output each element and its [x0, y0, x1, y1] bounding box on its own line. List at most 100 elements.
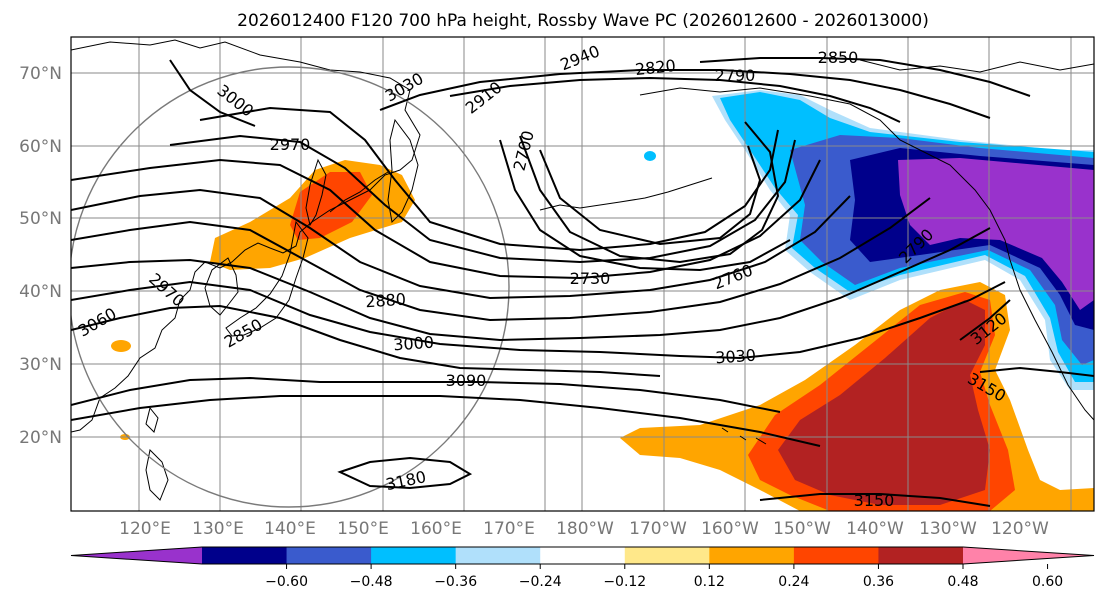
coastline-japan [225, 220, 309, 337]
colorbar-tick-label: 0.48 [947, 574, 978, 590]
lon-label: 170°E [483, 519, 535, 539]
lon-label: 150°E [337, 519, 389, 539]
lon-label: 130°W [919, 519, 977, 539]
colorbar-tick-label: −0.12 [603, 574, 646, 590]
contour-label: 2730 [570, 269, 611, 288]
contour-3060 [71, 304, 661, 377]
coastline-kuril [329, 171, 389, 213]
coastline-sakhalin [305, 158, 327, 227]
colorbar-segment [202, 547, 288, 564]
coastline-philippines [145, 448, 169, 501]
longitude-labels: 120°E 130°E 140°E 150°E 160°E 170°E 180°… [119, 519, 1049, 539]
colorbar-extend-high [963, 547, 1094, 564]
coastline-asia [71, 39, 421, 433]
coastline-kamchatka [387, 118, 419, 224]
contour-2850 [199, 106, 779, 252]
lon-label: 140°W [846, 519, 904, 539]
coastline-hawaii [721, 427, 767, 445]
colorbar-tick-label: −0.60 [265, 574, 308, 590]
colorbar-segment [455, 547, 541, 564]
colorbar-segment [878, 547, 964, 564]
lon-label: 120°W [991, 519, 1049, 539]
map-title: 2026012400 F120 700 hPa height, Rossby W… [237, 11, 929, 31]
colorbar-tick-label: −0.36 [434, 574, 477, 590]
coastline-aleutians [539, 177, 713, 211]
lat-label: 40°N [19, 282, 62, 302]
contour-2820 [379, 69, 991, 119]
negative-anomaly-patch [644, 151, 656, 161]
contour-2730 [539, 145, 762, 246]
contour-3120-east [959, 299, 1011, 341]
lat-label: 60°N [19, 137, 62, 157]
contour-2790 [449, 76, 901, 123]
contour-3000 [71, 227, 991, 342]
contour-3030 [71, 280, 1006, 360]
contour-3090 [71, 376, 781, 413]
contour-2880 [169, 134, 796, 264]
colorbar-segment [371, 547, 457, 564]
lon-label: 120°E [119, 519, 171, 539]
coastline-arctic [859, 59, 1094, 73]
map-border [70, 36, 1095, 512]
colorbar-segment [286, 547, 372, 564]
contour-3150-south [759, 493, 991, 507]
contour-3150-east [979, 366, 1094, 377]
contour-label: 3030 [715, 346, 757, 368]
lon-label: 140°E [264, 519, 316, 539]
lon-label: 170°W [629, 519, 687, 539]
colorbar-outline [70, 546, 1095, 565]
colorbar-tick-label: −0.24 [519, 574, 562, 590]
height-contours [71, 57, 1094, 507]
coastline-north-america [1009, 259, 1094, 421]
colorbar-tick-label: 0.12 [694, 574, 725, 590]
lon-label: 160°E [410, 519, 462, 539]
map-frame: 3030 3000 2970 2940 2910 2820 2790 2850 … [70, 36, 1095, 512]
positive-anomaly-patch [111, 340, 131, 352]
coastlines [71, 39, 1094, 501]
coastline-korea [204, 257, 239, 316]
contour-label: 2790 [715, 66, 756, 85]
contour-label: 2970 [270, 135, 311, 154]
coastline-alaska [639, 87, 1011, 261]
contour-label: 2880 [365, 290, 407, 312]
contour-3000-west [169, 59, 256, 127]
colorbar-segment [540, 547, 626, 564]
lat-label: 20°N [19, 428, 62, 448]
contour-label: 2820 [634, 56, 676, 79]
graticule [71, 37, 1094, 511]
colorbar-tick-label: −0.48 [350, 574, 393, 590]
contour-label: 3150 [854, 491, 895, 510]
negative-anomaly-core [898, 158, 1094, 310]
lon-label: 150°W [773, 519, 831, 539]
colorbar-segment [793, 547, 879, 564]
lat-label: 50°N [19, 209, 62, 229]
contour-2700 [499, 139, 791, 272]
colorbar-tick-label: 0.36 [863, 574, 894, 590]
lat-label: 70°N [19, 64, 62, 84]
colorbar-segment [624, 547, 710, 564]
contour-2910 [71, 158, 821, 280]
contour-2940 [71, 188, 851, 300]
lon-label: 180°W [556, 519, 614, 539]
colorbar-tick-label: 0.24 [778, 574, 809, 590]
contour-label: 3000 [393, 333, 435, 355]
colorbar-segment [709, 547, 795, 564]
colorbar-extend-low [71, 547, 202, 564]
lon-label: 160°W [701, 519, 759, 539]
contour-2760 [519, 121, 780, 264]
contour-label: 3090 [446, 371, 487, 390]
contour-label: 2850 [818, 48, 859, 67]
lat-label: 30°N [19, 355, 62, 375]
contour-3120 [71, 395, 821, 447]
lon-label: 130°E [192, 519, 244, 539]
contour-2850-north [699, 57, 1031, 97]
latitude-labels: 70°N 60°N 50°N 40°N 30°N 20°N [19, 64, 62, 448]
colorbar: −0.60 −0.48 −0.36 −0.24 −0.12 0.12 0.24 0.36 0.4… [70, 546, 1095, 590]
coastline-taiwan [145, 406, 159, 433]
colorbar-tick-label: 0.60 [1032, 574, 1063, 590]
positive-anomaly-east-core [778, 300, 990, 505]
reference-circle [71, 66, 510, 508]
contour-3180 [337, 456, 473, 490]
contour-2970 [71, 197, 931, 322]
